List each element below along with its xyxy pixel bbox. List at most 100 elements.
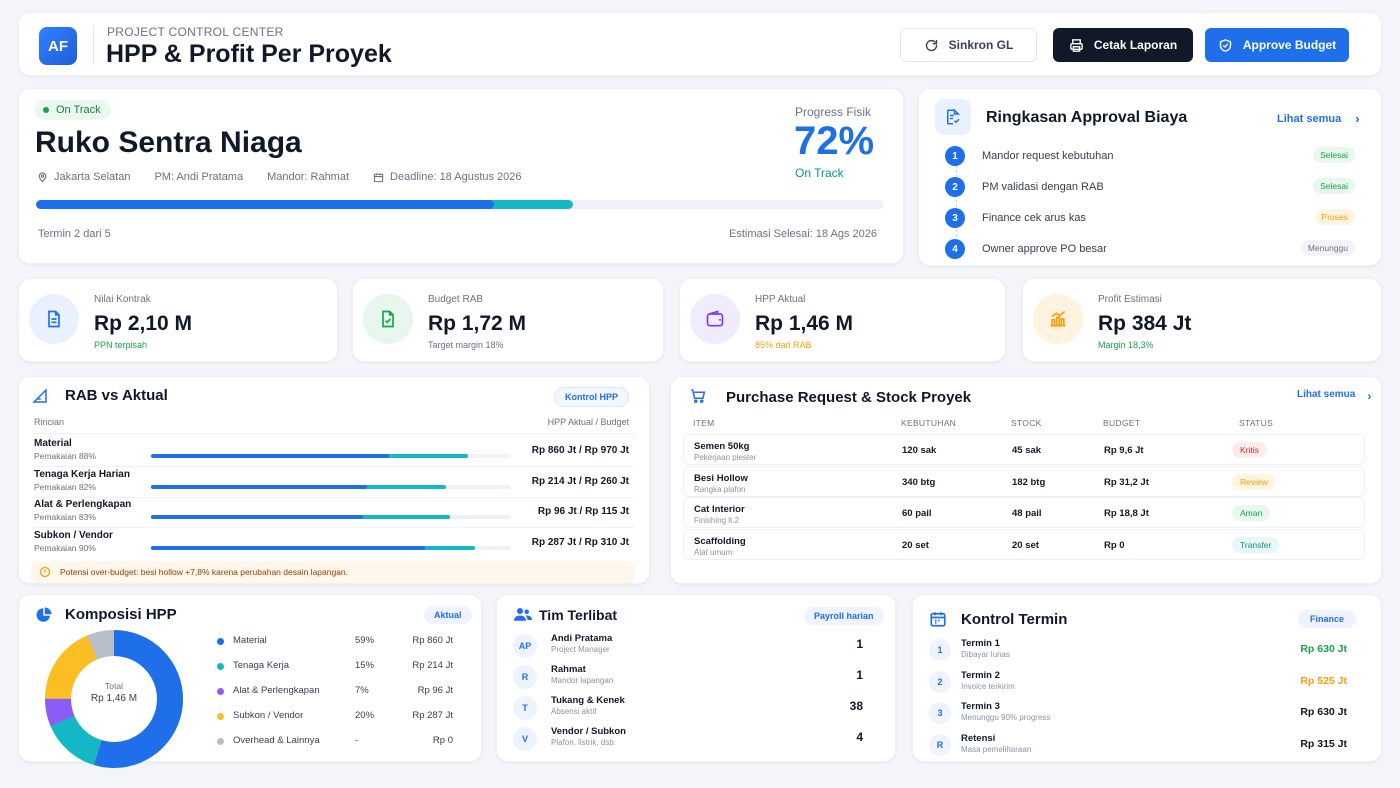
page-title: HPP & Profit Per Proyek	[106, 40, 392, 68]
step-label: Mandor request kebutuhan	[982, 150, 1114, 162]
pr-status-badge: Review	[1232, 473, 1276, 490]
rab-col-rincian: Rincian	[34, 417, 65, 427]
termin-name: Retensi	[961, 732, 996, 744]
legend-item[interactable]: Overhead & Lainnya - Rp 0	[217, 735, 457, 751]
rab-row[interactable]: Subkon / Vendor Pemakaian 90% Rp 287 Jt / …	[19, 529, 651, 559]
pr-see-all-label: Lihat semua	[1297, 389, 1356, 400]
komposisi-title: Komposisi HPP	[65, 606, 177, 623]
pr-item-name: Semen 50kg	[694, 441, 750, 452]
termin-name: Termin 2	[961, 669, 1000, 681]
termin-value: Rp 315 Jt	[1300, 737, 1347, 750]
donut-center-value: Rp 1,46 M	[90, 693, 138, 704]
approve-budget-button[interactable]: Approve Budget	[1205, 28, 1349, 62]
print-report-button[interactable]: Cetak Laporan	[1053, 28, 1193, 62]
shield-check-icon	[1218, 38, 1233, 53]
rab-badge[interactable]: Kontrol HPP	[554, 387, 629, 407]
termin-item[interactable]: 1 Termin 1 Dibayar lunas Rp 630 Jt	[929, 635, 1359, 663]
rab-row[interactable]: Material Pemakaian 88% Rp 860 Jt / Rp 970 …	[19, 437, 651, 467]
step-label: PM validasi dengan RAB	[982, 181, 1104, 193]
document-icon	[29, 294, 79, 344]
rab-bar-primary	[151, 484, 367, 489]
termin-name: Termin 1	[961, 638, 1000, 649]
donut-slice-alat-perlengkapan[interactable]	[45, 630, 183, 768]
avatar: V	[513, 727, 537, 751]
termin-sub: Masa pemeliharaan	[961, 744, 1032, 754]
team-member[interactable]: AP Andi Pratama Project Manager 1	[513, 631, 873, 659]
team-member[interactable]: V Vendor / Subkon Plafon, listrik, dsb. 4	[513, 724, 873, 752]
approval-step[interactable]: 1 Mandor request kebutuhan Selesai	[945, 145, 1355, 167]
rab-warning: Potensi over-budget: besi hollow +7,8% k…	[31, 561, 634, 583]
kpi-nilai-kontrak[interactable]: Nilai Kontrak Rp 2,10 M PPN terpisah	[18, 278, 338, 362]
legend-item[interactable]: Alat & Perlengkapan 7% Rp 96 Jt	[217, 685, 457, 701]
approval-step[interactable]: 4 Owner approve PO besar Menunggu	[945, 238, 1355, 260]
rab-row[interactable]: Tenaga Kerja Harian Pemakaian 82% Rp 214 J…	[19, 468, 651, 498]
pr-table-row[interactable]: Besi Hollow Rangka plafon 340 btg 182 btg Rp…	[683, 465, 1365, 497]
pr-see-all-link[interactable]: Lihat semua ›	[1297, 389, 1371, 403]
rab-card: RAB vs Aktual Kontrol HPP Rincian HPP Ak…	[18, 376, 650, 584]
kpi-budget-rab[interactable]: Budget RAB Rp 1,72 M Target margin 18%	[352, 278, 664, 362]
pr-item-name: Cat Interior	[694, 504, 745, 515]
pr-table-row[interactable]: Cat Interior Finishing lt.2 60 pail 48 pail…	[683, 497, 1365, 528]
termin-name: Termin 3	[961, 701, 1000, 712]
termin-item[interactable]: 3 Termin 3 Menunggu 90% progress Rp 630 Jt	[929, 698, 1359, 726]
pr-table-row[interactable]: Semen 50kg Pekerjaan plester 120 sak 45 sak…	[683, 434, 1365, 465]
komposisi-card: Komposisi HPP Aktual Total Rp 1,46 M Mat…	[18, 594, 482, 768]
kpi-note: Margin 18,3%	[1098, 340, 1154, 350]
sync-gl-button[interactable]: Sinkron GL	[900, 28, 1037, 62]
pr-table-row[interactable]: Scaffolding Alat umum 20 set 20 set Rp 0 Tran…	[683, 528, 1365, 560]
calendar-icon	[373, 172, 384, 182]
termin-badge[interactable]: Finance	[1298, 610, 1357, 628]
pr-status-badge: Transfer	[1232, 536, 1280, 553]
termin-item[interactable]: 2 Termin 2 Invoice terkirim Rp 525 Jt	[929, 667, 1359, 695]
users-icon	[514, 606, 532, 627]
team-title: Tim Terlibat	[539, 607, 618, 623]
approval-step[interactable]: 2 PM validasi dengan RAB Selesai	[945, 176, 1355, 198]
donut-slice-material[interactable]	[45, 630, 183, 768]
approval-timeline-line	[956, 155, 957, 247]
approval-step[interactable]: 3 Finance cek arus kas Proses	[945, 207, 1355, 229]
legend-item[interactable]: Tenaga Kerja 15% Rp 214 Jt	[217, 660, 457, 676]
progress-bar-track	[36, 200, 884, 209]
rab-bar-primary	[151, 545, 425, 550]
kpi-hpp-aktual[interactable]: HPP Aktual Rp 1,46 M 85% dari RAB	[679, 278, 1006, 362]
legend-value: Rp 0	[432, 735, 453, 746]
pr-item-sub: Alat umum	[694, 547, 733, 557]
member-count: 4	[856, 730, 863, 744]
rab-row[interactable]: Alat & Perlengkapan Pemakaian 83% Rp 96 Jt…	[19, 498, 651, 528]
pr-stock: 182 btg	[1012, 476, 1046, 488]
rab-bar-primary	[151, 454, 389, 458]
legend-value: Rp 860 Jt	[412, 635, 453, 646]
approval-card: Ringkasan Approval Biaya Lihat semua › 1…	[918, 88, 1382, 266]
step-status-badge: Proses	[1314, 209, 1355, 225]
project-deadline: Deadline: 18 Agustus 2026	[390, 171, 522, 183]
team-member[interactable]: R Rahmat Mandor lapangan 1	[513, 662, 873, 690]
rab-row-divider	[33, 527, 635, 528]
legend-swatch	[217, 638, 224, 645]
termin-card: Kontrol Termin Finance 1 Termin 1 Dibayar …	[912, 594, 1382, 762]
step-label: Finance cek arus kas	[982, 212, 1086, 224]
print-report-label: Cetak Laporan	[1093, 38, 1178, 52]
team-badge[interactable]: Payroll harian	[804, 607, 884, 625]
chart-growth-icon	[1033, 294, 1083, 344]
approval-see-all-link[interactable]: Lihat semua ›	[1277, 111, 1360, 126]
project-name: Ruko Sentra Niaga	[35, 126, 302, 159]
step-status-badge: Selesai	[1313, 147, 1355, 163]
rab-row-usage: Pemakaian 83%	[34, 512, 96, 522]
calendar-icon	[929, 610, 947, 633]
termin-sub: Menunggu 90% progress	[961, 713, 1051, 722]
pr-stock: 45 sak	[1012, 445, 1042, 456]
komposisi-badge[interactable]: Aktual	[424, 606, 472, 624]
termin-item[interactable]: R Retensi Masa pemeliharaan Rp 315 Jt	[929, 730, 1359, 758]
legend-name: Material	[233, 635, 267, 646]
legend-pct: 7%	[355, 685, 369, 696]
legend-item[interactable]: Material 59% Rp 860 Jt	[217, 635, 457, 651]
app-logo[interactable]: AF	[39, 27, 77, 65]
legend-name: Alat & Perlengkapan	[233, 685, 320, 696]
rab-bar-primary	[151, 515, 364, 519]
kpi-profit-estimasi[interactable]: Profit Estimasi Rp 384 Jt Margin 18,3%	[1022, 278, 1382, 362]
legend-item[interactable]: Subkon / Vendor 20% Rp 287 Jt	[217, 710, 457, 726]
termin-value: Rp 525 Jt	[1300, 674, 1347, 687]
team-member[interactable]: T Tukang & Kenek Absensi aktif 38	[513, 693, 873, 721]
pr-status-badge: Aman	[1232, 505, 1271, 521]
member-count: 1	[856, 637, 863, 651]
